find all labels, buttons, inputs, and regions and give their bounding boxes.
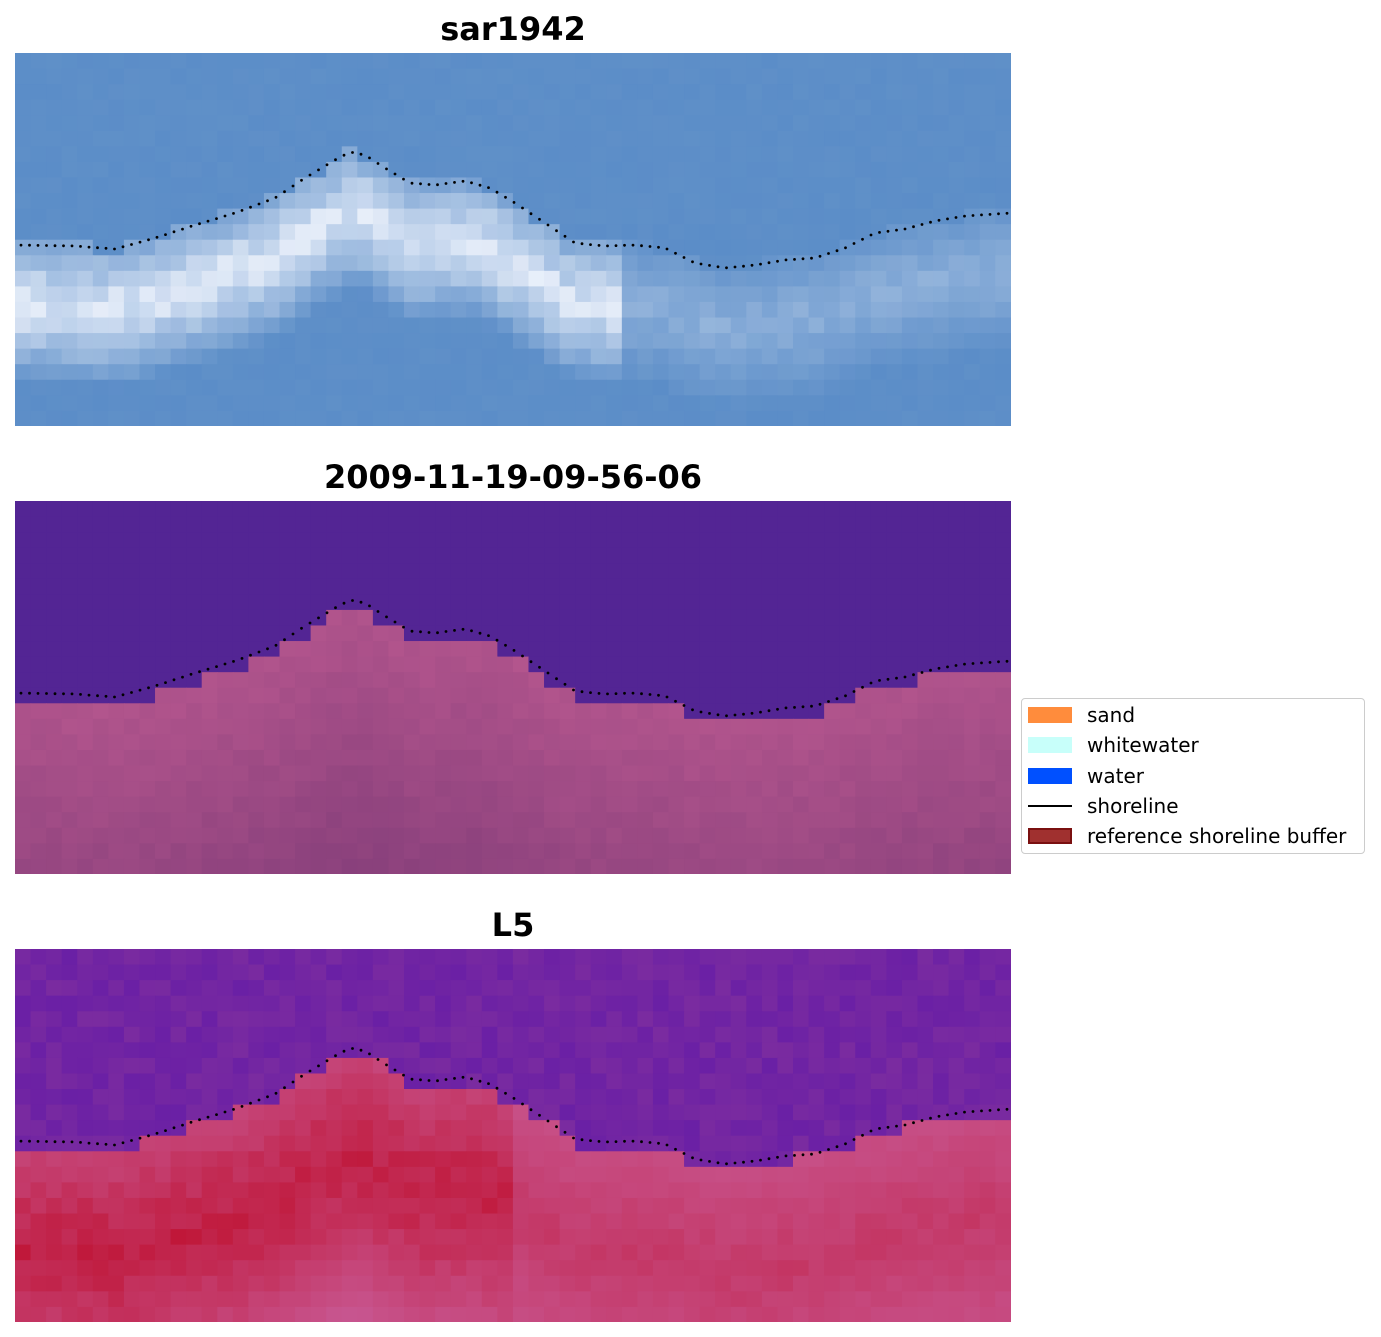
legend: sand whitewater water shoreline referenc…: [1021, 698, 1365, 854]
shoreline-dots: [19, 599, 1009, 718]
sand-swatch-icon: [1028, 707, 1072, 723]
legend-item-reference-buffer: reference shoreline buffer: [1028, 824, 1347, 848]
image-panel-classified: [15, 501, 1011, 874]
panel-title-1: sar1942: [440, 10, 586, 48]
image-panel-sar: [15, 53, 1011, 426]
legend-label-shoreline: shoreline: [1087, 794, 1179, 818]
legend-item-shoreline: shoreline: [1028, 794, 1179, 818]
shoreline-dots: [19, 1047, 1009, 1166]
panel-title-3: L5: [491, 906, 535, 944]
reference-buffer-swatch-icon: [1028, 828, 1072, 844]
legend-label-water: water: [1087, 764, 1144, 788]
legend-label-whitewater: whitewater: [1087, 733, 1199, 757]
shoreline-dots: [19, 151, 1009, 270]
whitewater-swatch-icon: [1028, 737, 1072, 753]
legend-item-whitewater: whitewater: [1028, 733, 1199, 757]
water-swatch-icon: [1028, 768, 1072, 784]
shoreline-line-icon: [1028, 805, 1072, 807]
legend-item-sand: sand: [1028, 703, 1136, 727]
legend-label-reference-buffer: reference shoreline buffer: [1087, 824, 1347, 848]
legend-label-sand: sand: [1087, 703, 1136, 727]
legend-item-water: water: [1028, 764, 1144, 788]
panel-title-2: 2009-11-19-09-56-06: [323, 458, 703, 496]
image-panel-index: [15, 949, 1011, 1322]
